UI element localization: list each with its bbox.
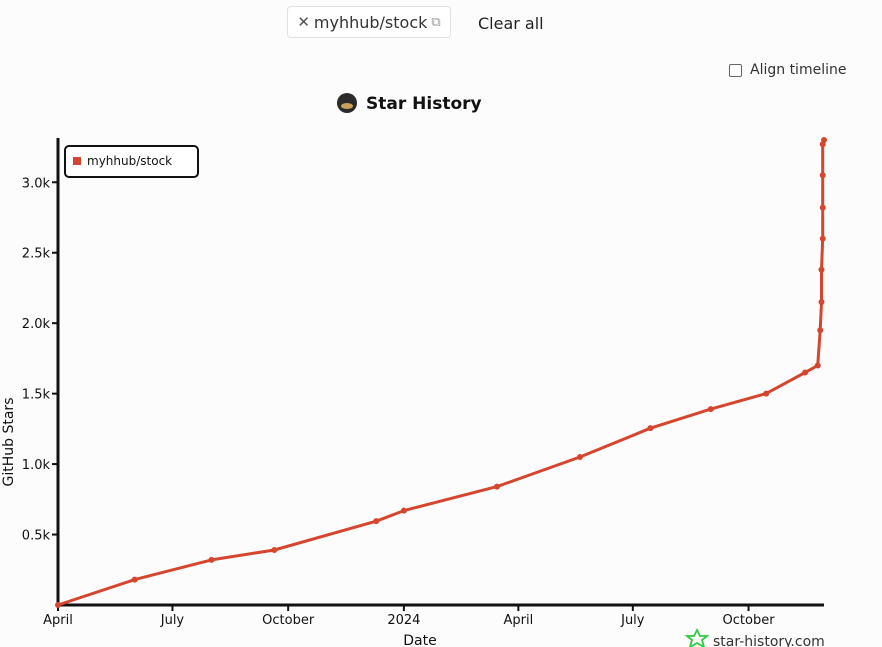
series-point bbox=[493, 483, 500, 490]
series-layer bbox=[55, 137, 827, 608]
series-line bbox=[56, 138, 826, 607]
series-point bbox=[707, 406, 714, 413]
x-tick-label: July bbox=[160, 613, 185, 628]
y-tick-label: 0.5k bbox=[22, 529, 51, 544]
chart-title: Star History bbox=[337, 93, 482, 114]
series-point bbox=[131, 576, 138, 583]
x-tick-label: October bbox=[723, 613, 776, 628]
series-point bbox=[818, 299, 825, 306]
brand-watermark: star-history.com bbox=[684, 627, 825, 647]
align-timeline-option[interactable]: Align timeline bbox=[729, 62, 846, 78]
legend: myhhub/stock bbox=[64, 145, 199, 178]
y-tick-label: 3.0k bbox=[22, 176, 51, 191]
series-point bbox=[819, 204, 826, 211]
brand-star-icon bbox=[684, 627, 710, 647]
y-axis-label: GitHub Stars bbox=[1, 398, 17, 487]
series-point bbox=[819, 235, 826, 242]
series-point bbox=[821, 137, 827, 143]
series-point bbox=[400, 507, 407, 514]
owner-avatar-detail bbox=[341, 103, 353, 109]
align-timeline-label: Align timeline bbox=[750, 62, 847, 78]
y-tick-label: 1.0k bbox=[22, 458, 51, 473]
remove-repo-icon[interactable]: ✕ bbox=[297, 13, 310, 31]
y-tick-label: 2.5k bbox=[22, 247, 51, 262]
y-tick-label: 1.5k bbox=[22, 388, 51, 403]
x-tick-label: April bbox=[43, 613, 73, 628]
star-history-chart: Star History April July October 2024 April Ju… bbox=[1, 93, 827, 647]
x-axis-label: Date bbox=[403, 633, 436, 647]
align-timeline-checkbox[interactable] bbox=[729, 63, 742, 77]
chart-title-text: Star History bbox=[366, 94, 482, 114]
clear-all-button[interactable]: Clear all bbox=[478, 13, 544, 33]
series-point bbox=[763, 390, 770, 397]
x-tick-label: 2024 bbox=[387, 613, 420, 628]
series-point bbox=[55, 602, 61, 608]
legend-box bbox=[64, 145, 199, 178]
repo-chip-label[interactable]: myhhub/stock bbox=[313, 12, 428, 32]
x-tick-label: April bbox=[503, 613, 533, 628]
series-point bbox=[576, 454, 583, 461]
y-axis-ticks: 0.5k 1.0k 1.5k 2.0k 2.5k 3.0k bbox=[22, 176, 58, 544]
series-point bbox=[373, 518, 380, 525]
series-point bbox=[814, 362, 821, 369]
legend-swatch bbox=[73, 157, 81, 165]
series-point bbox=[819, 172, 826, 179]
x-tick-label: October bbox=[262, 613, 315, 628]
external-link-icon[interactable]: ⧉ bbox=[431, 14, 441, 30]
brand-text: star-history.com bbox=[713, 634, 825, 647]
x-tick-label: July bbox=[620, 613, 645, 628]
series-point bbox=[818, 266, 825, 273]
y-tick-label: 2.0k bbox=[22, 317, 51, 332]
x-axis-ticks: April July October 2024 April July October bbox=[43, 605, 775, 628]
series-point bbox=[817, 327, 824, 334]
series-point bbox=[647, 425, 654, 432]
series-point bbox=[271, 547, 278, 554]
legend-label: myhhub/stock bbox=[87, 154, 172, 168]
series-point bbox=[208, 556, 215, 563]
repo-chip: ✕ myhhub/stock ⧉ bbox=[287, 6, 451, 38]
series-point bbox=[802, 369, 809, 376]
axes bbox=[56, 138, 824, 607]
